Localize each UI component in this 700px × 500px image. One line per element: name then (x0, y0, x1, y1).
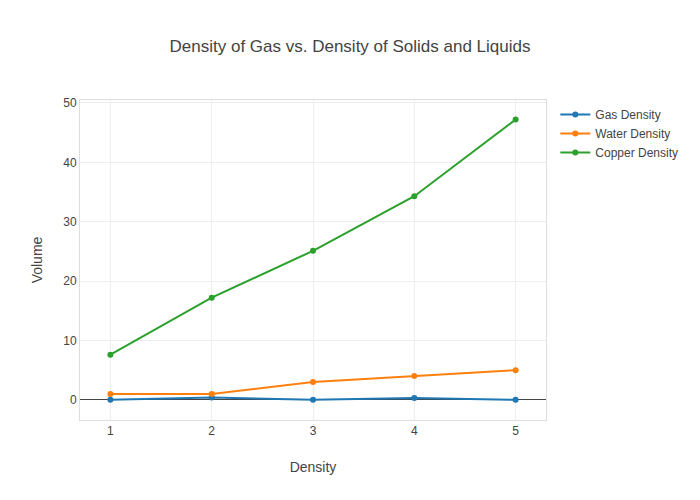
svg-text:Density: Density (290, 459, 337, 475)
svg-text:Gas Density: Gas Density (595, 108, 660, 122)
svg-text:30: 30 (63, 215, 77, 229)
svg-text:Volume: Volume (29, 236, 45, 283)
svg-text:20: 20 (63, 274, 77, 288)
svg-text:10: 10 (63, 334, 77, 348)
svg-text:3: 3 (310, 424, 317, 438)
svg-text:1: 1 (107, 424, 114, 438)
svg-text:Water Density: Water Density (595, 127, 670, 141)
svg-text:5: 5 (512, 424, 519, 438)
svg-text:40: 40 (63, 156, 77, 170)
svg-text:Density of Gas vs. Density of: Density of Gas vs. Density of Solids and… (170, 37, 531, 56)
svg-text:0: 0 (70, 393, 77, 407)
svg-text:2: 2 (208, 424, 215, 438)
svg-text:Copper Density: Copper Density (595, 146, 678, 160)
svg-text:4: 4 (411, 424, 418, 438)
svg-text:50: 50 (63, 96, 77, 110)
